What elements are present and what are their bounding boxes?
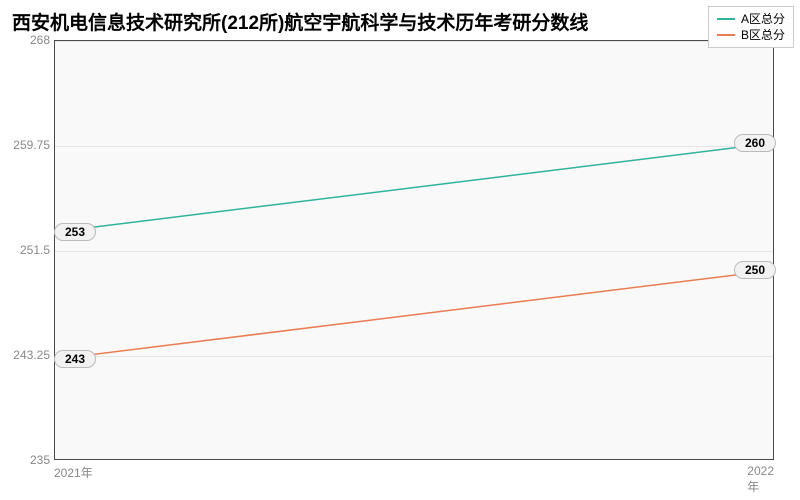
gridline <box>55 41 773 42</box>
gridline <box>55 356 773 357</box>
y-tick-label: 235 <box>4 453 50 467</box>
data-point-label: 250 <box>734 261 776 279</box>
data-point-label: 260 <box>734 134 776 152</box>
y-tick-label: 251.5 <box>4 243 50 257</box>
legend-label-a: A区总分 <box>741 11 785 27</box>
legend-label-b: B区总分 <box>741 27 785 43</box>
y-tick-label: 268 <box>4 33 50 47</box>
series-line-0 <box>55 143 775 232</box>
gridline <box>55 146 773 147</box>
data-point-label: 243 <box>54 350 96 368</box>
legend-swatch-a <box>717 18 735 20</box>
x-tick-label: 2021年 <box>54 464 93 481</box>
legend-item-a: A区总分 <box>717 11 785 27</box>
y-tick-label: 259.75 <box>4 138 50 152</box>
series-line-1 <box>55 270 775 359</box>
chart-svg <box>55 41 773 459</box>
chart-container: 西安机电信息技术研究所(212所)航空宇航科学与技术历年考研分数线 253 260… <box>0 0 800 500</box>
chart-title: 西安机电信息技术研究所(212所)航空宇航科学与技术历年考研分数线 <box>12 8 588 35</box>
legend-swatch-b <box>717 34 735 36</box>
legend-item-b: B区总分 <box>717 27 785 43</box>
x-tick-label: 2022年 <box>747 464 774 495</box>
legend: A区总分 B区总分 <box>708 6 794 48</box>
gridline <box>55 251 773 252</box>
data-point-label: 253 <box>54 223 96 241</box>
plot-area: 253 260 243 250 <box>54 40 774 460</box>
y-tick-label: 243.25 <box>4 348 50 362</box>
